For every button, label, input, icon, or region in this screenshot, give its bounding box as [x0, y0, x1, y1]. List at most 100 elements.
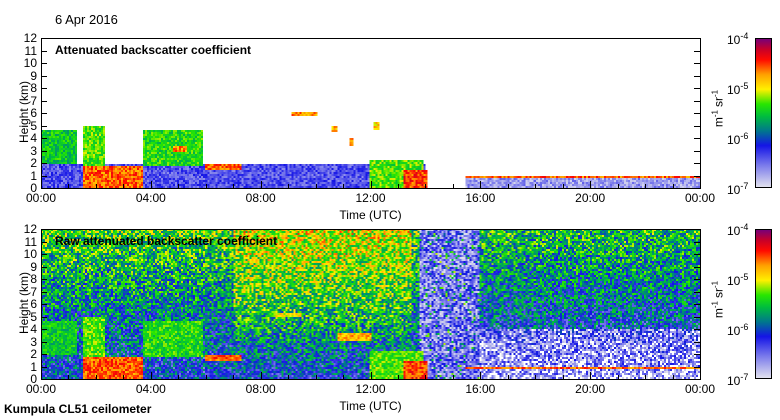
x-tick-mark [288, 375, 290, 379]
y-tick-mark [694, 379, 700, 380]
x-tick-mark [150, 181, 152, 188]
colorbar-label-exponent: -5 [740, 272, 749, 282]
x-tick-mark [205, 184, 207, 188]
x-tick-label: 00:00 [25, 382, 57, 396]
x-tick-mark [178, 375, 180, 379]
y-tick-mark [41, 241, 47, 243]
x-tick-mark [315, 375, 317, 379]
x-tick-mark [95, 184, 97, 188]
heatmap-raw [41, 229, 700, 379]
y-tick-mark [41, 379, 47, 380]
y-tick-mark [694, 138, 700, 139]
y-tick-mark [694, 50, 700, 52]
x-tick-mark [480, 181, 482, 188]
y-tick-mark [41, 229, 47, 230]
x-tick-mark [397, 375, 399, 379]
y-tick-mark [41, 38, 47, 39]
y-tick-label: 4 [30, 322, 37, 336]
x-tick-mark [178, 184, 180, 188]
colorbar-tick-label: 10-7 [727, 181, 748, 197]
x-tick-mark [205, 375, 207, 379]
x-tick-mark [617, 184, 619, 188]
y-tick-mark [694, 304, 700, 305]
colorbar-label-base: 10 [727, 83, 741, 97]
y-tick-label: 6 [30, 297, 37, 311]
y-tick-label: 11 [24, 43, 37, 58]
y-tick-label: 1 [30, 168, 37, 183]
x-tick-mark [645, 184, 647, 188]
y-tick-mark [41, 366, 47, 368]
x-tick-mark [700, 372, 701, 379]
y-tick-mark [41, 188, 47, 189]
y-tick-label: 7 [30, 284, 37, 299]
y-tick-mark [41, 125, 47, 127]
x-tick-mark [370, 181, 372, 188]
y-tick-mark [41, 150, 47, 152]
y-tick-label: 10 [23, 56, 37, 70]
x-tick-mark [343, 375, 345, 379]
x-tick-mark [672, 184, 674, 188]
y-tick-mark [694, 341, 700, 343]
x-tick-mark [672, 375, 674, 379]
y-tick-mark [41, 266, 47, 268]
y-tick-mark [694, 125, 700, 127]
colorbar-label-base: 10 [727, 133, 741, 147]
colorbar-tick-label: 10-7 [727, 372, 748, 388]
x-tick-mark [562, 375, 564, 379]
y-tick-mark [694, 88, 700, 89]
x-tick-mark [507, 375, 509, 379]
units-sr: sr [711, 97, 726, 107]
x-tick-label: 00:00 [25, 191, 57, 205]
x-tick-mark [425, 375, 427, 379]
colorbar-tick-label: 10-4 [727, 31, 748, 47]
y-tick-label: 5 [30, 118, 37, 133]
x-tick-label: 08:00 [245, 382, 276, 396]
y-tick-mark [694, 266, 700, 268]
units-m-exp: -1 [710, 301, 720, 309]
date-label: 6 Apr 2016 [55, 12, 118, 27]
instrument-label: Kumpula CL51 ceilometer [4, 402, 152, 416]
y-tick-mark [694, 241, 700, 243]
y-tick-mark [41, 304, 47, 305]
y-tick-mark [694, 188, 700, 189]
x-tick-mark [260, 181, 262, 188]
x-tick-mark [68, 184, 70, 188]
x-tick-mark [233, 375, 235, 379]
y-tick-label: 1 [30, 359, 37, 374]
colorbar-units: m-1sr-1 [711, 69, 726, 149]
colorbar-label-exponent: -5 [740, 81, 749, 91]
plot-title: Raw attenuated backscatter coefficient [55, 234, 278, 248]
y-tick-label: 2 [30, 156, 37, 170]
x-tick-mark [68, 375, 70, 379]
colorbar-units: m-1sr-1 [711, 260, 726, 340]
y-tick-mark [694, 229, 700, 230]
plot-title: Attenuated backscatter coefficient [55, 43, 252, 57]
x-tick-mark [452, 184, 454, 188]
units-m-exp: -1 [710, 110, 720, 118]
colorbar-label-exponent: -7 [740, 181, 749, 191]
x-tick-mark [562, 184, 564, 188]
colorbar-label-exponent: -4 [740, 31, 749, 41]
colorbar-tick-label: 10-6 [727, 131, 748, 147]
x-tick-mark [535, 184, 537, 188]
colorbar-tick-label: 10-6 [727, 322, 748, 338]
y-tick-label: 3 [30, 143, 37, 158]
x-tick-label: 00:00 [684, 382, 716, 396]
x-tick-label: 16:00 [465, 191, 496, 205]
y-tick-mark [694, 316, 700, 318]
y-tick-label: 9 [30, 259, 37, 274]
y-tick-mark [694, 354, 700, 355]
colorbar-label-exponent: -7 [740, 372, 749, 382]
y-tick-mark [694, 329, 700, 330]
x-tick-label: 04:00 [135, 382, 166, 396]
y-tick-mark [41, 75, 47, 77]
colorbar-label-base: 10 [727, 374, 741, 388]
units-m: m [711, 117, 726, 128]
x-tick-mark [617, 375, 619, 379]
x-tick-mark [590, 372, 592, 379]
x-tick-mark [123, 184, 125, 188]
x-tick-mark [452, 375, 454, 379]
x-tick-label: 04:00 [135, 191, 166, 205]
colorbar-label-exponent: -4 [740, 222, 749, 232]
